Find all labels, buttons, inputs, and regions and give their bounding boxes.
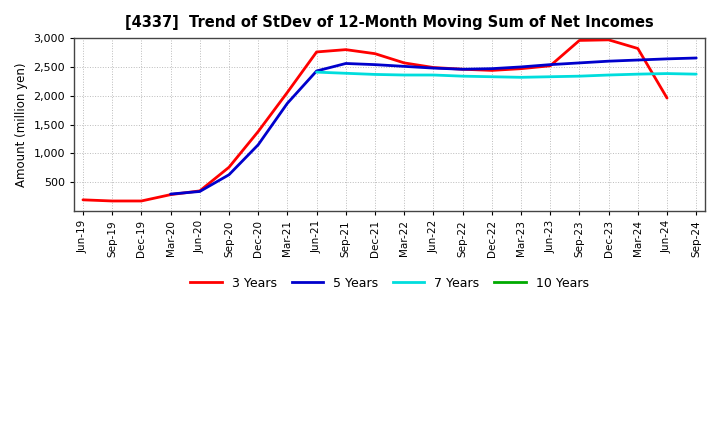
- 5 Years: [459, 66, 467, 72]
- 7 Years: [634, 72, 642, 77]
- 7 Years: [400, 72, 408, 77]
- 3 Years: [487, 68, 496, 73]
- 5 Years: [546, 62, 554, 67]
- Line: 3 Years: 3 Years: [83, 40, 667, 201]
- 5 Years: [225, 172, 233, 177]
- 7 Years: [575, 73, 584, 79]
- 5 Years: [662, 56, 671, 62]
- 3 Years: [166, 192, 175, 197]
- 7 Years: [604, 72, 613, 77]
- 3 Years: [371, 51, 379, 56]
- 3 Years: [400, 60, 408, 66]
- 7 Years: [429, 72, 438, 77]
- Legend: 3 Years, 5 Years, 7 Years, 10 Years: 3 Years, 5 Years, 7 Years, 10 Years: [186, 272, 594, 295]
- 5 Years: [692, 55, 701, 61]
- 3 Years: [254, 129, 263, 134]
- 7 Years: [662, 71, 671, 76]
- 3 Years: [78, 197, 87, 202]
- 5 Years: [429, 66, 438, 71]
- 3 Years: [546, 63, 554, 69]
- 3 Years: [108, 198, 117, 204]
- 5 Years: [400, 64, 408, 69]
- 3 Years: [341, 47, 350, 52]
- 5 Years: [575, 60, 584, 66]
- 5 Years: [166, 191, 175, 197]
- 5 Years: [371, 62, 379, 67]
- 3 Years: [137, 198, 145, 204]
- 7 Years: [459, 73, 467, 79]
- 3 Years: [225, 165, 233, 170]
- Title: [4337]  Trend of StDev of 12-Month Moving Sum of Net Incomes: [4337] Trend of StDev of 12-Month Moving…: [125, 15, 654, 30]
- Line: 5 Years: 5 Years: [171, 58, 696, 194]
- 7 Years: [517, 75, 526, 80]
- Y-axis label: Amount (million yen): Amount (million yen): [15, 62, 28, 187]
- Line: 7 Years: 7 Years: [317, 72, 696, 77]
- 3 Years: [429, 65, 438, 70]
- 7 Years: [487, 74, 496, 79]
- 3 Years: [662, 95, 671, 101]
- 5 Years: [312, 68, 321, 73]
- 7 Years: [546, 74, 554, 79]
- 3 Years: [634, 46, 642, 51]
- 3 Years: [459, 66, 467, 72]
- 5 Years: [634, 57, 642, 62]
- 5 Years: [283, 101, 292, 106]
- 3 Years: [604, 37, 613, 43]
- 7 Years: [312, 70, 321, 75]
- 3 Years: [195, 188, 204, 194]
- 3 Years: [517, 66, 526, 71]
- 3 Years: [283, 90, 292, 95]
- 5 Years: [517, 64, 526, 70]
- 7 Years: [371, 72, 379, 77]
- 5 Years: [604, 59, 613, 64]
- 7 Years: [341, 71, 350, 76]
- 3 Years: [312, 49, 321, 55]
- 7 Years: [692, 72, 701, 77]
- 5 Years: [487, 66, 496, 71]
- 3 Years: [575, 38, 584, 43]
- 5 Years: [254, 142, 263, 147]
- 5 Years: [195, 189, 204, 194]
- 5 Years: [341, 61, 350, 66]
